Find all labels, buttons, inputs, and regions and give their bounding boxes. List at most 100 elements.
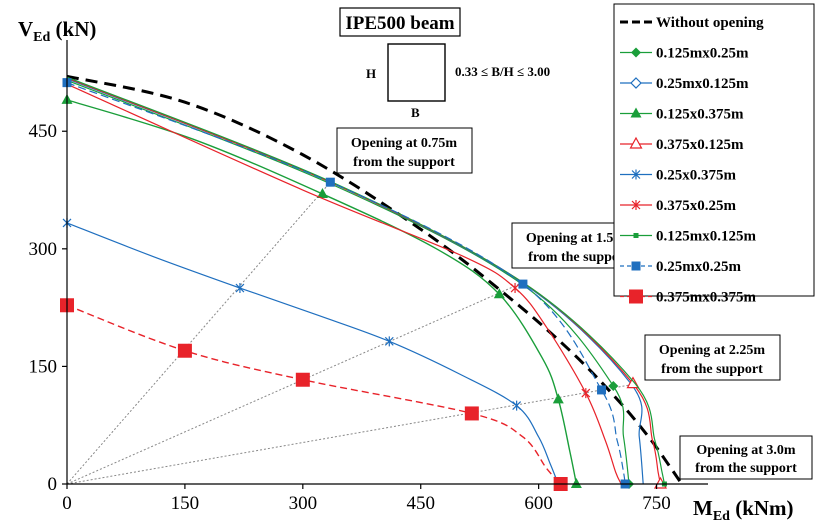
inset-b-label: B: [411, 105, 420, 120]
series-0-125x0-375m: [61, 93, 582, 488]
reference-line: [66, 383, 634, 485]
series-0-25x0-375m: [62, 217, 559, 485]
inset-title: IPE500 beam: [345, 13, 454, 34]
series-0-375mx0-375m: [60, 298, 568, 491]
data-point: [512, 400, 522, 411]
legend-item-0-125mx0-25m: 0.125mx0.25m: [620, 46, 749, 62]
annotation-300-box: [679, 435, 813, 480]
legend-marker: [631, 169, 641, 180]
inset-h-label: H: [366, 66, 376, 81]
y-tick-label: 300: [29, 239, 58, 260]
opening-shape: [387, 43, 446, 102]
x-ticks: 0 150 300 450 600 750: [62, 484, 671, 514]
x-axis-title-main: M: [693, 496, 713, 520]
legend-item-0-375x0-25m: 0.375x0.25m: [620, 198, 737, 214]
y-axis-title-sub: Ed: [33, 30, 50, 45]
x-axis-title: MEd (kNm): [693, 496, 794, 524]
data-point: [518, 279, 528, 289]
y-ticks: 0 150 300 450: [29, 121, 67, 495]
legend-marker: [630, 77, 642, 89]
legend-label: 0.375x0.125m: [656, 137, 744, 153]
annotation-300-line1: Opening at 3.0m: [696, 443, 796, 458]
data-point: [581, 388, 591, 399]
annotation-075: Opening at 0.75m from the support: [336, 127, 473, 174]
series-line-0-25mx0-25m: [66, 82, 626, 485]
reference-lines: [66, 181, 634, 485]
data-point: [325, 177, 335, 187]
x-tick-label: 150: [171, 493, 200, 514]
annotation-075-line2: from the support: [353, 155, 455, 170]
y-axis-title: VEd (kN): [18, 17, 96, 45]
legend-marker: [629, 136, 643, 149]
series-line-0-375mx0-375m: [66, 304, 562, 485]
x-tick-label: 750: [642, 493, 671, 514]
legend-label: 0.375x0.25m: [656, 198, 737, 214]
annotation-225: Opening at 2.25m from the support: [644, 334, 781, 381]
series-line-0-125x0-375m: [66, 99, 578, 485]
series-line-without-opening: [66, 74, 683, 485]
x-tick-label: 0: [62, 493, 72, 514]
y-tick-label: 0: [48, 474, 58, 495]
legend-item-0-125mx0-125m: 0.125mx0.125m: [620, 229, 756, 245]
legend-item-0-375mx0-375m: 0.375mx0.375m: [620, 289, 756, 306]
legend-marker: [629, 289, 643, 304]
series-line-0-25x0-375m: [66, 222, 559, 485]
axes: 0 150 300 450 600 750 0 150 300 450: [29, 40, 708, 514]
legend-item-without-opening: Without opening: [620, 15, 764, 31]
annotation-150-line1: Opening at 1.50m: [526, 231, 633, 246]
legend-label: 0.375mx0.375m: [656, 290, 756, 306]
series-line-0-125mx0-125m: [66, 76, 666, 485]
series-line-0-375x0-25m: [66, 83, 622, 485]
annotation-225-line2: from the support: [661, 362, 763, 377]
legend-item-0-25x0-375m: 0.25x0.375m: [620, 168, 737, 184]
legend-marker: [631, 261, 641, 271]
beam-inset: IPE500 beam H B 0.33 ≤ B/H ≤ 3.00: [339, 7, 550, 120]
data-point: [597, 385, 607, 395]
series-without-opening: [66, 74, 683, 485]
annotation-150-line2: from the support: [528, 250, 630, 265]
legend-label: 0.125mx0.125m: [656, 229, 756, 245]
data-point: [295, 372, 310, 387]
legend-label: 0.25mx0.125m: [656, 76, 749, 92]
data-point: [552, 393, 564, 404]
data-point: [177, 343, 192, 358]
y-axis-title-main: V: [18, 17, 33, 41]
annotation-075-line1: Opening at 0.75m: [351, 136, 458, 151]
x-tick-label: 600: [524, 493, 553, 514]
x-axis-title-unit: (kNm): [730, 496, 794, 520]
data-point: [570, 478, 582, 488]
data-point: [316, 187, 328, 198]
x-tick-label: 450: [406, 493, 435, 514]
x-axis-title-sub: Ed: [713, 509, 730, 524]
y-tick-label: 450: [29, 121, 58, 142]
legend: Without opening 0.125mx0.25m 0.25mx0.125m 0…: [613, 3, 815, 306]
legend-item-0-375x0-125m: 0.375x0.125m: [620, 136, 744, 153]
inset-title-box: [339, 7, 461, 37]
legend-label: 0.125x0.375m: [656, 107, 744, 123]
legend-label: 0.25mx0.25m: [656, 259, 741, 275]
legend-marker: [633, 233, 639, 238]
data-point: [608, 381, 619, 392]
data-point: [493, 288, 505, 299]
annotation-300: Opening at 3.0m from the support: [679, 435, 813, 480]
annotation-300-line2: from the support: [695, 461, 797, 476]
data-point: [384, 336, 394, 347]
legend-item-0-125x0-375m: 0.125x0.375m: [620, 107, 744, 123]
legend-marker: [631, 47, 641, 58]
inset-ratio-label: 0.33 ≤ B/H ≤ 3.00: [455, 64, 550, 79]
annotation-225-line1: Opening at 2.25m: [659, 343, 766, 358]
legend-item-0-25mx0-125m: 0.25mx0.125m: [620, 76, 749, 92]
data-point: [464, 406, 479, 421]
x-tick-label: 300: [289, 493, 318, 514]
reference-line: [66, 282, 524, 485]
legend-item-0-25mx0-25m: 0.25mx0.25m: [620, 259, 741, 275]
legend-marker: [631, 200, 641, 210]
data-point: [510, 283, 520, 294]
annotation-225-box: [644, 334, 781, 381]
y-tick-label: 150: [29, 356, 58, 377]
legend-items: Without opening 0.125mx0.25m 0.25mx0.125m 0…: [620, 15, 764, 306]
legend-label: 0.25x0.375m: [656, 168, 737, 184]
y-axis-title-unit: (kN): [50, 17, 96, 41]
reference-line: [66, 181, 331, 485]
